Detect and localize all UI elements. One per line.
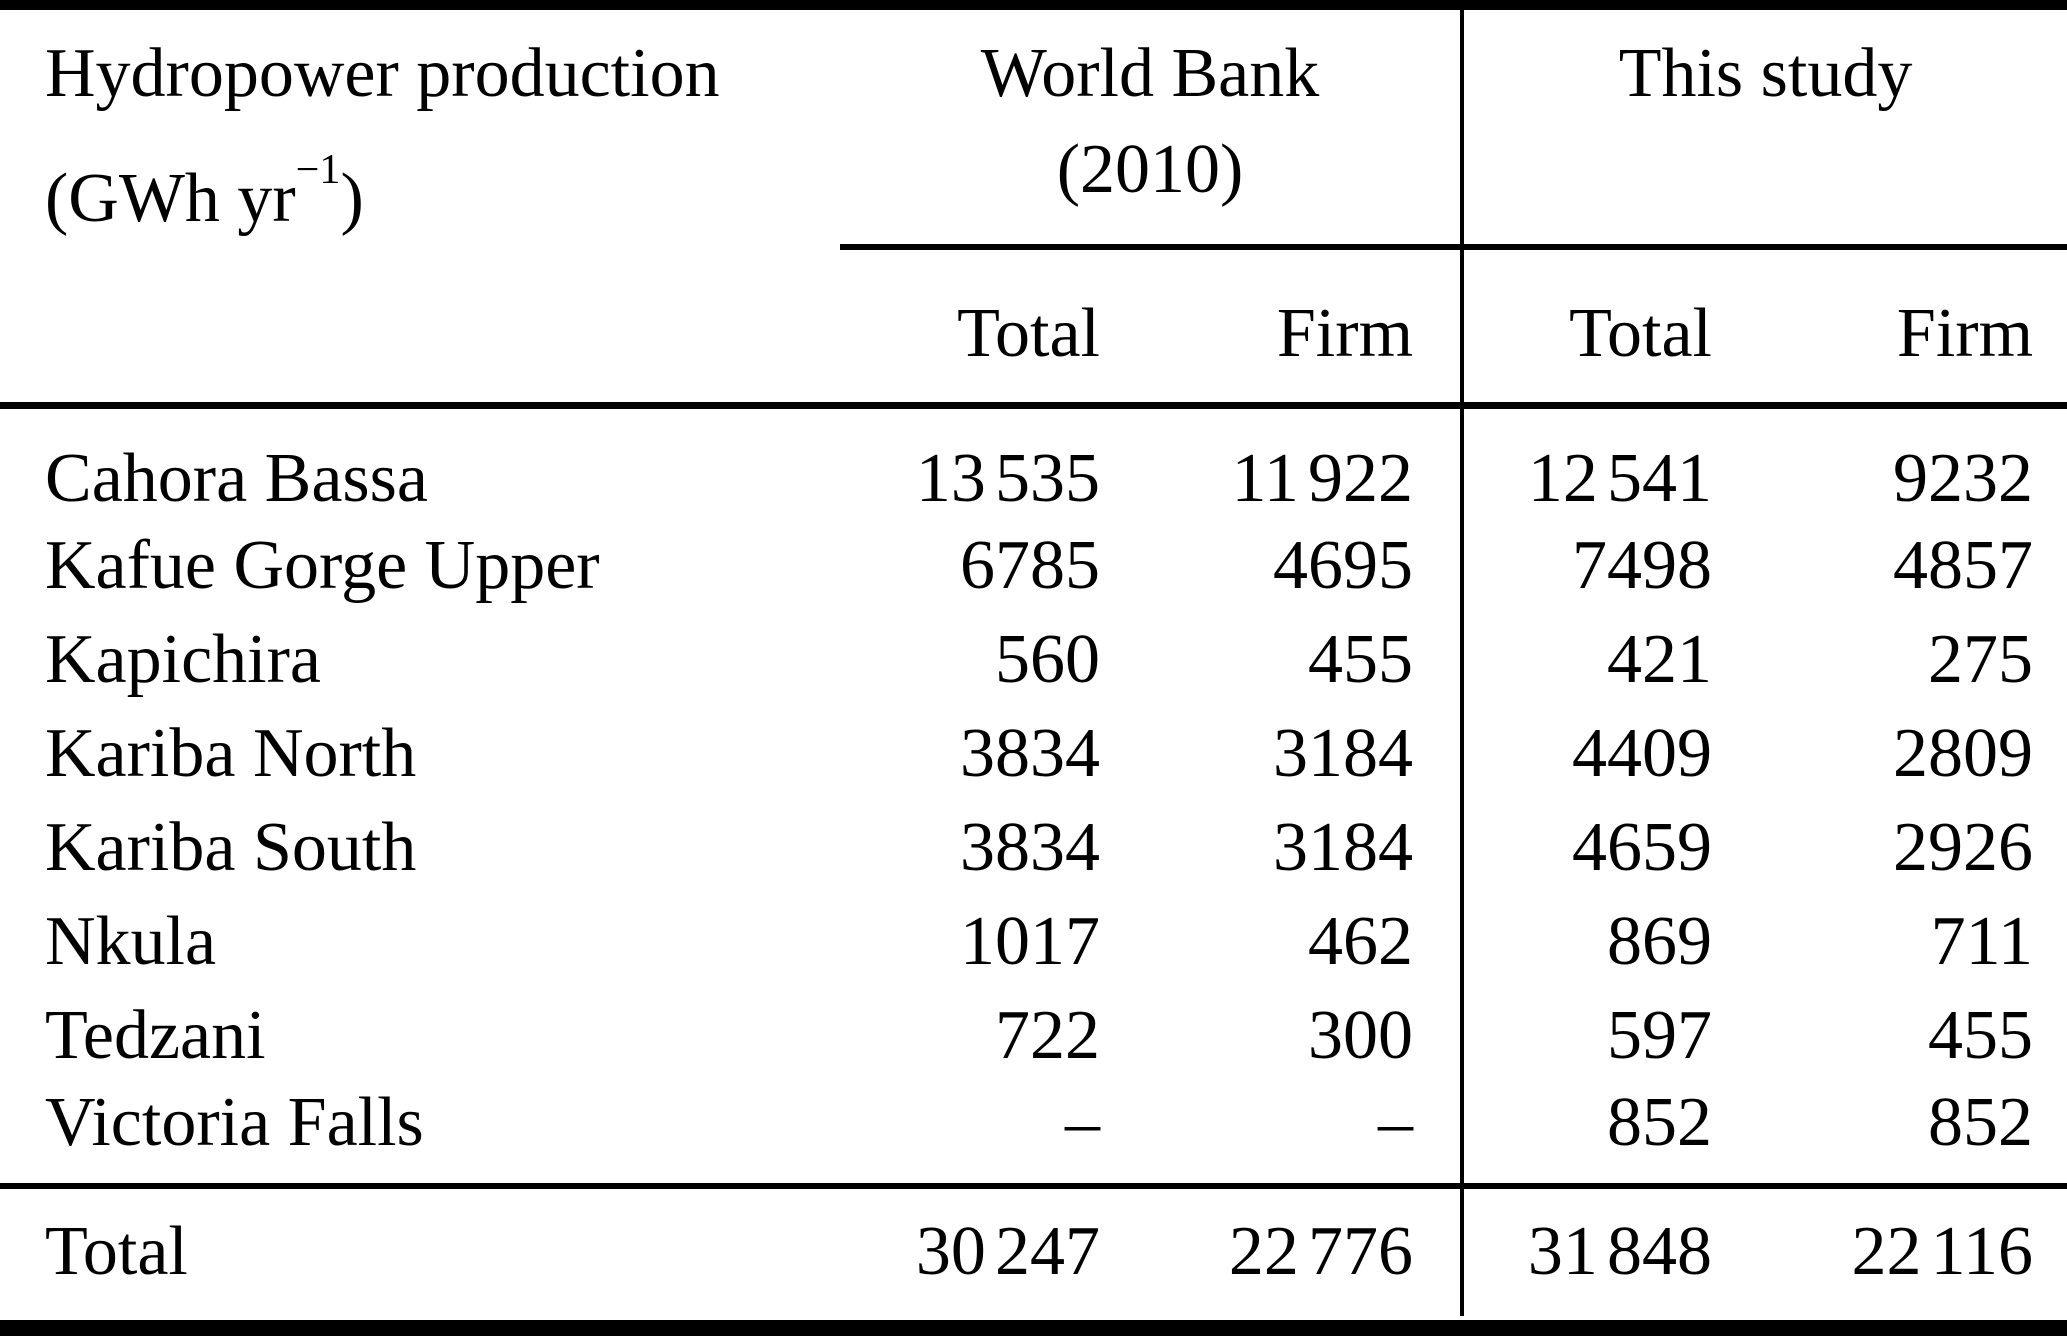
cell-wb-total: 3834 <box>960 714 1100 792</box>
row-kariba-south: Kariba South 3834 3184 4659 2926 <box>0 800 2067 895</box>
row-kapichira: Kapichira 560 455 421 275 <box>0 612 2067 707</box>
cell-total-ts-firm: 22 116 <box>1722 1182 2067 1316</box>
subheader-ts-firm: Firm <box>1722 247 2067 409</box>
cell-ts-firm: 275 <box>1928 620 2034 698</box>
row-tedzani: Tedzani 722 300 597 455 <box>0 988 2067 1083</box>
cell-station-name: Kapichira <box>45 620 321 698</box>
cell-ts-firm: 2926 <box>1893 808 2034 886</box>
table-unit-label: (GWh yr−1) <box>45 147 364 237</box>
col-group-world-bank: World Bank (2010) <box>840 10 1463 250</box>
cell-station-name: Nkula <box>45 902 217 980</box>
table-title-line1: Hydropower production <box>45 35 720 112</box>
cell-wb-firm: 4695 <box>1273 526 1414 604</box>
cell-wb-firm: 3184 <box>1273 808 1414 886</box>
cell-wb-total: – <box>1065 1083 1100 1161</box>
cell-station-name: Kafue Gorge Upper <box>45 526 600 604</box>
cell-wb-firm: 462 <box>1308 902 1414 980</box>
cell-ts-total: 12 541 <box>1460 405 1723 519</box>
row-kafue-gorge-upper: Kafue Gorge Upper 6785 4695 7498 4857 <box>0 518 2067 613</box>
group-header-row: Hydropower production (GWh yr−1) World B… <box>0 10 2067 250</box>
cell-ts-total: 869 <box>1460 894 1723 989</box>
row-victoria-falls: Victoria Falls – – 852 852 <box>0 1082 2067 1186</box>
cell-wb-firm: 300 <box>1308 996 1414 1074</box>
row-total: Total 30 247 22 776 31 848 22 116 <box>0 1182 2067 1316</box>
cell-ts-firm: 9232 <box>1893 439 2034 517</box>
cell-ts-firm: 4857 <box>1893 526 2034 604</box>
cell-wb-total: 560 <box>995 620 1100 698</box>
cell-ts-total: 597 <box>1460 988 1723 1083</box>
cell-ts-firm: 852 <box>1928 1083 2034 1161</box>
row-nkula: Nkula 1017 462 869 711 <box>0 894 2067 989</box>
cell-ts-total: 4409 <box>1460 706 1723 801</box>
table-title: Hydropower production (GWh yr−1) <box>0 10 840 247</box>
sub-header-row: Total Firm Total Firm <box>0 247 2067 409</box>
cell-wb-total: 1017 <box>960 902 1100 980</box>
row-kariba-north: Kariba North 3834 3184 4409 2809 <box>0 706 2067 801</box>
cell-wb-total: 3834 <box>960 808 1100 886</box>
cell-ts-total: 4659 <box>1460 800 1723 895</box>
cell-station-name: Kariba South <box>45 808 417 886</box>
col-group-this-study: This study <box>1460 10 2067 250</box>
cell-ts-total: 421 <box>1460 612 1723 707</box>
cell-ts-firm: 711 <box>1930 902 2034 980</box>
unit-exponent: −1 <box>295 147 341 193</box>
cell-station-name: Kariba North <box>45 714 417 792</box>
cell-wb-total: 6785 <box>960 526 1100 604</box>
cell-wb-firm: – <box>1378 1083 1414 1161</box>
cell-total-wb-total: 30 247 <box>840 1182 1110 1316</box>
cell-wb-firm: 455 <box>1308 620 1414 698</box>
subheader-ts-total: Total <box>1460 247 1723 409</box>
cell-wb-firm: 11 922 <box>1231 439 1414 517</box>
hydropower-production-table: Hydropower production (GWh yr−1) World B… <box>0 10 2067 1316</box>
subheader-wb-total: Total <box>840 247 1110 409</box>
cell-ts-total: 7498 <box>1460 518 1723 613</box>
cell-wb-total: 722 <box>995 996 1100 1074</box>
cell-total-ts-total: 31 848 <box>1460 1182 1723 1316</box>
cell-ts-firm: 2809 <box>1893 714 2034 792</box>
cell-wb-total: 13 535 <box>915 439 1100 517</box>
subheader-wb-firm: Firm <box>1110 247 1463 409</box>
cell-station-name: Tedzani <box>45 996 266 1074</box>
subheader-empty <box>0 247 840 409</box>
cell-wb-firm: 3184 <box>1273 714 1414 792</box>
cell-station-name: Victoria Falls <box>45 1083 424 1161</box>
cell-ts-firm: 455 <box>1928 996 2034 1074</box>
cell-total-wb-firm: 22 776 <box>1110 1182 1463 1316</box>
cell-station-name: Cahora Bassa <box>45 439 428 517</box>
cell-ts-total: 852 <box>1460 1082 1723 1186</box>
row-cahora-bassa: Cahora Bassa 13 535 11 922 12 541 9232 <box>0 405 2067 519</box>
cell-total-label: Total <box>0 1182 840 1316</box>
